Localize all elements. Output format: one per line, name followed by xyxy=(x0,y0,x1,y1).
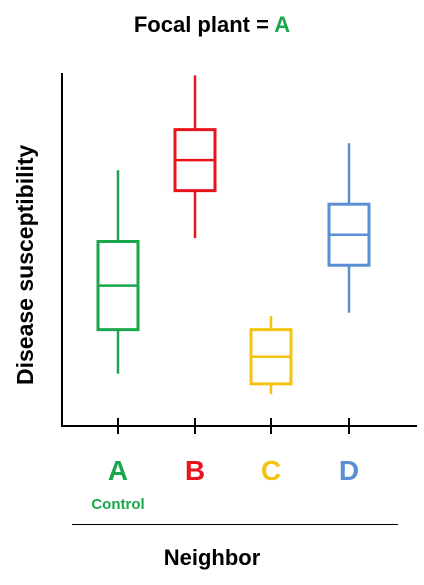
box-b xyxy=(173,75,217,239)
category-label-d: D xyxy=(339,455,359,486)
box-d xyxy=(327,143,371,313)
box-c xyxy=(249,316,293,395)
title-prefix: Focal plant = xyxy=(133,12,275,37)
category-label-a: A xyxy=(108,455,128,486)
separator-line xyxy=(72,524,398,525)
title-highlight: A xyxy=(274,12,291,37)
chart-title: Focal plant = A xyxy=(0,12,424,38)
category-label-b: B xyxy=(185,455,205,486)
box-a xyxy=(96,170,140,374)
category-label-c: C xyxy=(261,455,281,486)
category-sublabel-a: Control xyxy=(91,496,144,513)
x-axis-label: Neighbor xyxy=(163,545,261,570)
